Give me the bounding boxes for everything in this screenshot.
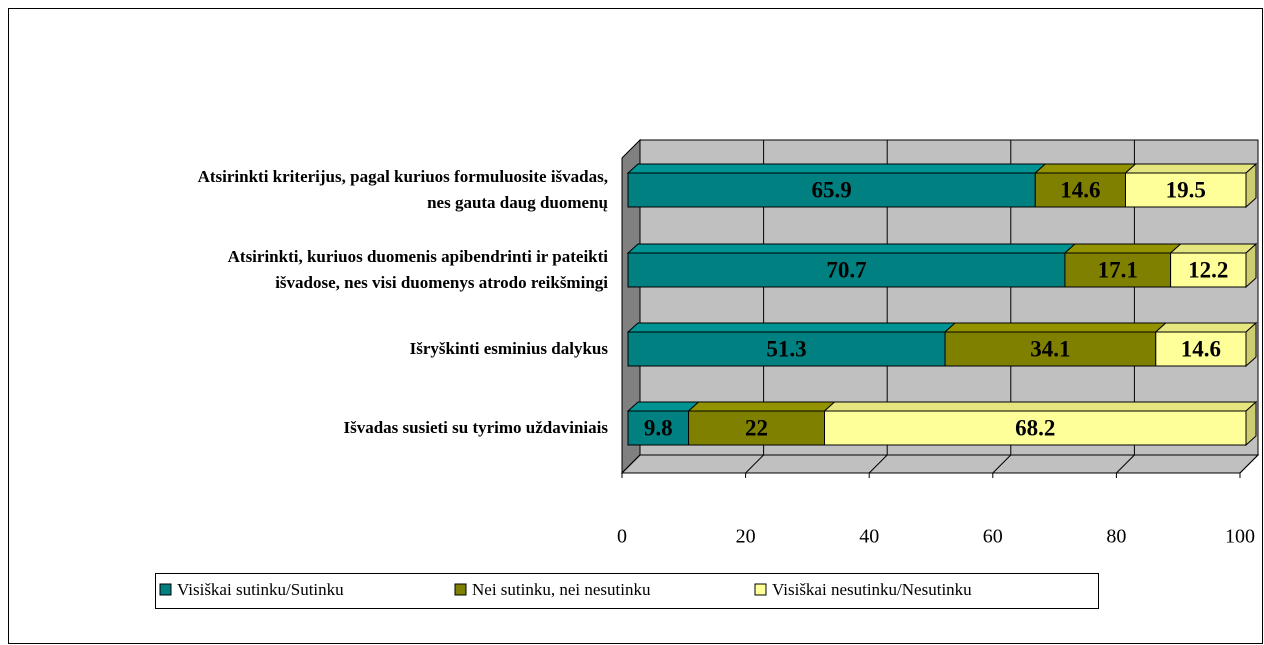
x-tick-label: 40 bbox=[859, 526, 879, 548]
legend-label: Nei sutinku, nei nesutinku bbox=[472, 580, 651, 599]
y-tick-label: Išvadas susieti su tyrimo uždaviniais bbox=[343, 418, 609, 437]
y-tick-label: Išryškinti esminius dalykus bbox=[409, 339, 608, 358]
bar-top bbox=[1063, 243, 1182, 254]
x-tick-label: 80 bbox=[1106, 526, 1126, 548]
data-label: 12.2 bbox=[1188, 257, 1228, 282]
x-tick-label: 0 bbox=[617, 526, 627, 548]
bar bbox=[688, 410, 826, 446]
legend-swatch bbox=[159, 583, 172, 596]
bar bbox=[627, 172, 1036, 208]
x-tick-label: 20 bbox=[736, 526, 756, 548]
bar bbox=[1034, 172, 1126, 208]
data-label: 14.6 bbox=[1181, 336, 1221, 361]
data-label: 22 bbox=[745, 415, 768, 440]
bar-top bbox=[943, 322, 1168, 333]
data-label: 9.8 bbox=[644, 415, 673, 440]
bar-top bbox=[1124, 163, 1258, 174]
x-tick-label: 60 bbox=[983, 526, 1003, 548]
bar-top bbox=[1154, 322, 1258, 333]
bar-top bbox=[687, 401, 836, 412]
floor-grid-line bbox=[1239, 454, 1259, 474]
floor-grid-line bbox=[745, 454, 764, 474]
y-tick-label: Atsirinkti kriterijus, pagal kuriuos for… bbox=[197, 167, 608, 212]
legend-swatch bbox=[754, 583, 767, 596]
data-label: 19.5 bbox=[1166, 177, 1206, 202]
data-label: 65.9 bbox=[812, 177, 852, 202]
bar bbox=[627, 331, 946, 367]
bar bbox=[1124, 172, 1247, 208]
bar-top bbox=[1033, 163, 1137, 174]
floor bbox=[620, 454, 1260, 474]
bar-top bbox=[823, 401, 1258, 412]
floor-grid-line bbox=[1116, 454, 1135, 474]
data-label: 14.6 bbox=[1060, 177, 1100, 202]
bar bbox=[1170, 252, 1247, 288]
data-label: 34.1 bbox=[1030, 336, 1070, 361]
bar-top bbox=[626, 163, 1047, 174]
floor-grid-line bbox=[992, 454, 1012, 474]
legend-label: Visiškai sutinku/Sutinku bbox=[177, 580, 344, 599]
bar bbox=[627, 410, 690, 446]
bar-top bbox=[626, 243, 1077, 254]
bar bbox=[1155, 331, 1247, 367]
data-label: 70.7 bbox=[826, 257, 866, 282]
bar-top bbox=[626, 401, 700, 412]
legend-box bbox=[155, 573, 1099, 609]
legend-swatch bbox=[454, 583, 467, 596]
y-tick-label: Atsirinkti, kuriuos duomenis apibendrint… bbox=[227, 247, 608, 292]
legend-label: Visiškai nesutinku/Nesutinku bbox=[772, 580, 972, 599]
data-label: 17.1 bbox=[1098, 257, 1138, 282]
bar-top bbox=[1169, 243, 1258, 254]
data-label: 68.2 bbox=[1015, 415, 1055, 440]
chart-border bbox=[8, 8, 1263, 644]
data-label: 51.3 bbox=[766, 336, 806, 361]
floor-grid-line bbox=[868, 454, 888, 474]
bar bbox=[1064, 252, 1172, 288]
bar-top bbox=[626, 322, 957, 333]
bar bbox=[824, 410, 1247, 446]
x-tick-label: 100 bbox=[1225, 526, 1255, 548]
floor-grid-line bbox=[621, 454, 641, 474]
bar bbox=[627, 252, 1066, 288]
